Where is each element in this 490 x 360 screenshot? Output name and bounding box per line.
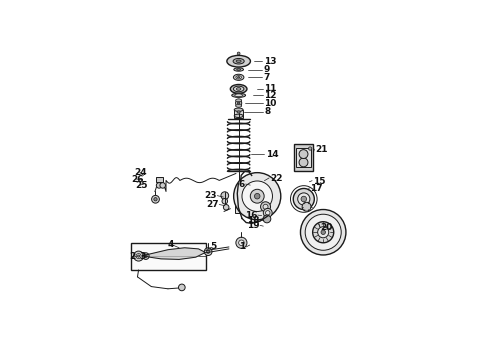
Text: 14: 14 — [266, 150, 278, 158]
Ellipse shape — [237, 111, 240, 113]
Circle shape — [321, 230, 325, 234]
Circle shape — [263, 208, 272, 217]
Bar — [296, 148, 311, 167]
Ellipse shape — [237, 87, 241, 90]
Circle shape — [263, 204, 268, 209]
Text: 24: 24 — [135, 168, 147, 177]
Text: 12: 12 — [265, 91, 277, 100]
Text: 7: 7 — [264, 73, 270, 82]
Circle shape — [263, 215, 271, 223]
Text: 16: 16 — [245, 211, 257, 220]
Text: 3: 3 — [139, 252, 146, 261]
Ellipse shape — [234, 114, 243, 117]
Text: 5: 5 — [210, 242, 217, 251]
Bar — [235, 191, 243, 213]
Text: 17: 17 — [310, 184, 322, 193]
Circle shape — [136, 253, 141, 258]
Circle shape — [234, 173, 281, 220]
Circle shape — [154, 198, 157, 201]
Text: 21: 21 — [315, 145, 327, 154]
Ellipse shape — [234, 68, 244, 71]
Circle shape — [298, 193, 310, 205]
Circle shape — [138, 255, 140, 257]
Circle shape — [223, 204, 229, 210]
Ellipse shape — [236, 76, 242, 79]
Ellipse shape — [227, 55, 250, 67]
Circle shape — [305, 214, 341, 250]
Ellipse shape — [237, 69, 241, 70]
Circle shape — [178, 284, 185, 291]
Circle shape — [221, 192, 229, 199]
Text: 18: 18 — [247, 216, 259, 225]
Circle shape — [222, 198, 227, 204]
Text: 22: 22 — [270, 174, 283, 183]
Circle shape — [261, 202, 270, 212]
Circle shape — [313, 222, 334, 243]
Circle shape — [160, 183, 166, 188]
Text: 25: 25 — [135, 181, 148, 190]
Circle shape — [143, 253, 149, 260]
Circle shape — [299, 158, 308, 167]
Circle shape — [318, 227, 329, 238]
Circle shape — [134, 251, 144, 261]
Circle shape — [293, 188, 314, 210]
Circle shape — [266, 211, 270, 215]
Circle shape — [206, 250, 210, 253]
Text: 8: 8 — [265, 107, 270, 116]
Circle shape — [254, 193, 260, 199]
Ellipse shape — [236, 99, 242, 107]
Bar — [156, 177, 163, 182]
Ellipse shape — [233, 86, 244, 92]
Ellipse shape — [236, 104, 242, 107]
Text: 1: 1 — [239, 242, 245, 251]
Bar — [294, 144, 313, 171]
Text: 11: 11 — [265, 85, 277, 94]
Circle shape — [300, 210, 346, 255]
Circle shape — [301, 196, 307, 202]
Ellipse shape — [234, 108, 243, 111]
Circle shape — [309, 147, 312, 150]
Circle shape — [250, 189, 264, 203]
Text: 26: 26 — [131, 175, 144, 184]
Text: 20: 20 — [320, 223, 333, 232]
Circle shape — [236, 237, 247, 248]
Text: 9: 9 — [264, 65, 270, 74]
Ellipse shape — [237, 102, 240, 104]
Circle shape — [156, 183, 162, 188]
Circle shape — [145, 255, 147, 257]
Text: 2: 2 — [130, 252, 136, 261]
Ellipse shape — [238, 77, 240, 78]
Circle shape — [302, 202, 311, 211]
Ellipse shape — [236, 60, 241, 63]
Circle shape — [204, 248, 212, 256]
Circle shape — [242, 181, 272, 211]
Ellipse shape — [232, 93, 245, 98]
Ellipse shape — [235, 94, 243, 97]
Text: 13: 13 — [264, 57, 276, 66]
Circle shape — [151, 195, 159, 203]
Ellipse shape — [230, 85, 247, 93]
Text: 10: 10 — [265, 99, 277, 108]
Text: 27: 27 — [206, 200, 219, 209]
Polygon shape — [143, 248, 205, 260]
Text: 23: 23 — [204, 191, 217, 200]
Text: 19: 19 — [247, 221, 259, 230]
Ellipse shape — [236, 99, 242, 102]
Circle shape — [239, 240, 244, 246]
Ellipse shape — [233, 74, 244, 80]
Bar — [234, 110, 243, 118]
Text: 4: 4 — [168, 240, 174, 249]
Bar — [131, 243, 206, 270]
Ellipse shape — [233, 58, 244, 64]
Circle shape — [299, 150, 308, 158]
Text: 6: 6 — [239, 180, 245, 189]
Text: 15: 15 — [313, 177, 325, 186]
Ellipse shape — [237, 52, 240, 55]
